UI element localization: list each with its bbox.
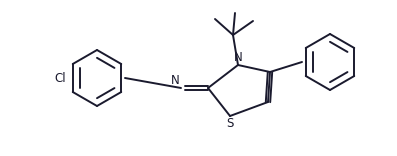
Text: Cl: Cl bbox=[54, 71, 66, 85]
Text: N: N bbox=[233, 51, 243, 64]
Text: S: S bbox=[226, 117, 234, 130]
Text: N: N bbox=[171, 74, 180, 87]
